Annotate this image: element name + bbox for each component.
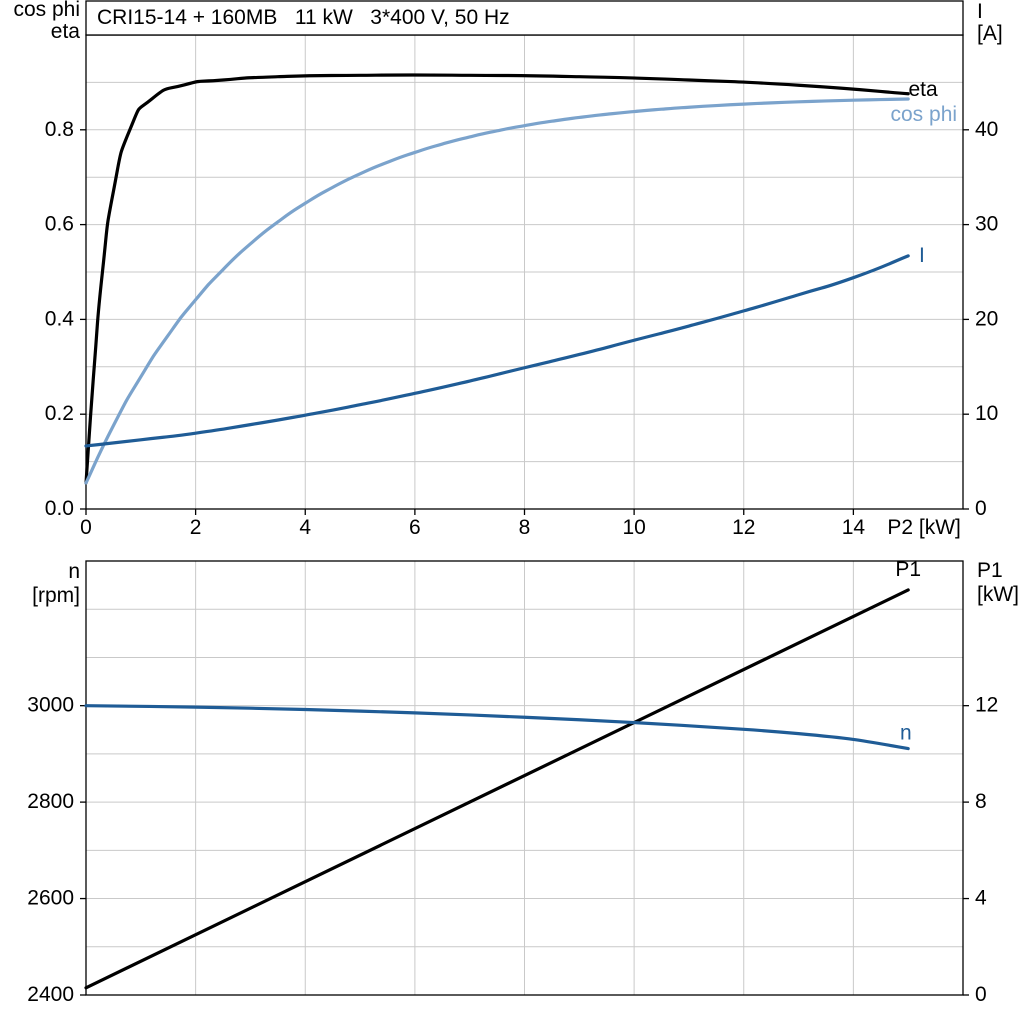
svg-text:0.4: 0.4 <box>45 307 75 330</box>
svg-text:3000: 3000 <box>27 694 74 717</box>
svg-text:30: 30 <box>975 213 998 236</box>
svg-text:0.8: 0.8 <box>45 118 74 141</box>
svg-text:[A]: [A] <box>977 22 1003 45</box>
svg-text:0.6: 0.6 <box>45 213 74 236</box>
svg-text:I: I <box>977 0 983 23</box>
svg-text:0: 0 <box>80 516 92 539</box>
svg-text:eta: eta <box>909 78 939 101</box>
svg-text:2: 2 <box>190 516 202 539</box>
svg-text:0: 0 <box>975 983 987 1006</box>
svg-text:2600: 2600 <box>27 887 74 910</box>
svg-text:P1: P1 <box>895 558 921 581</box>
svg-text:14: 14 <box>842 516 866 539</box>
svg-text:10: 10 <box>975 402 998 425</box>
svg-text:8: 8 <box>519 516 531 539</box>
svg-text:4: 4 <box>299 516 311 539</box>
svg-text:n: n <box>900 722 912 745</box>
svg-text:20: 20 <box>975 307 998 330</box>
svg-text:0.2: 0.2 <box>45 402 74 425</box>
svg-text:P1: P1 <box>977 559 1003 582</box>
svg-text:P2 [kW]: P2 [kW] <box>887 516 961 539</box>
svg-text:10: 10 <box>622 516 645 539</box>
svg-text:8: 8 <box>975 790 987 813</box>
svg-text:40: 40 <box>975 118 998 141</box>
svg-text:12: 12 <box>975 694 998 717</box>
svg-text:4: 4 <box>975 887 987 910</box>
svg-text:CRI15-14 + 160MB 11 kW 3*4: CRI15-14 + 160MB 11 kW 3*400 V, 50 Hz <box>97 6 510 29</box>
svg-text:cos phi: cos phi <box>891 103 958 126</box>
svg-text:n: n <box>68 560 80 583</box>
svg-text:I: I <box>919 244 925 267</box>
svg-text:cos phi: cos phi <box>13 0 80 21</box>
svg-text:[rpm]: [rpm] <box>32 584 80 607</box>
svg-text:12: 12 <box>732 516 755 539</box>
svg-text:2800: 2800 <box>27 790 74 813</box>
svg-text:0.0: 0.0 <box>45 497 74 520</box>
svg-text:2400: 2400 <box>27 983 74 1006</box>
svg-text:[kW]: [kW] <box>977 583 1019 606</box>
svg-text:6: 6 <box>409 516 421 539</box>
svg-text:0: 0 <box>975 497 987 520</box>
svg-text:eta: eta <box>51 20 81 43</box>
